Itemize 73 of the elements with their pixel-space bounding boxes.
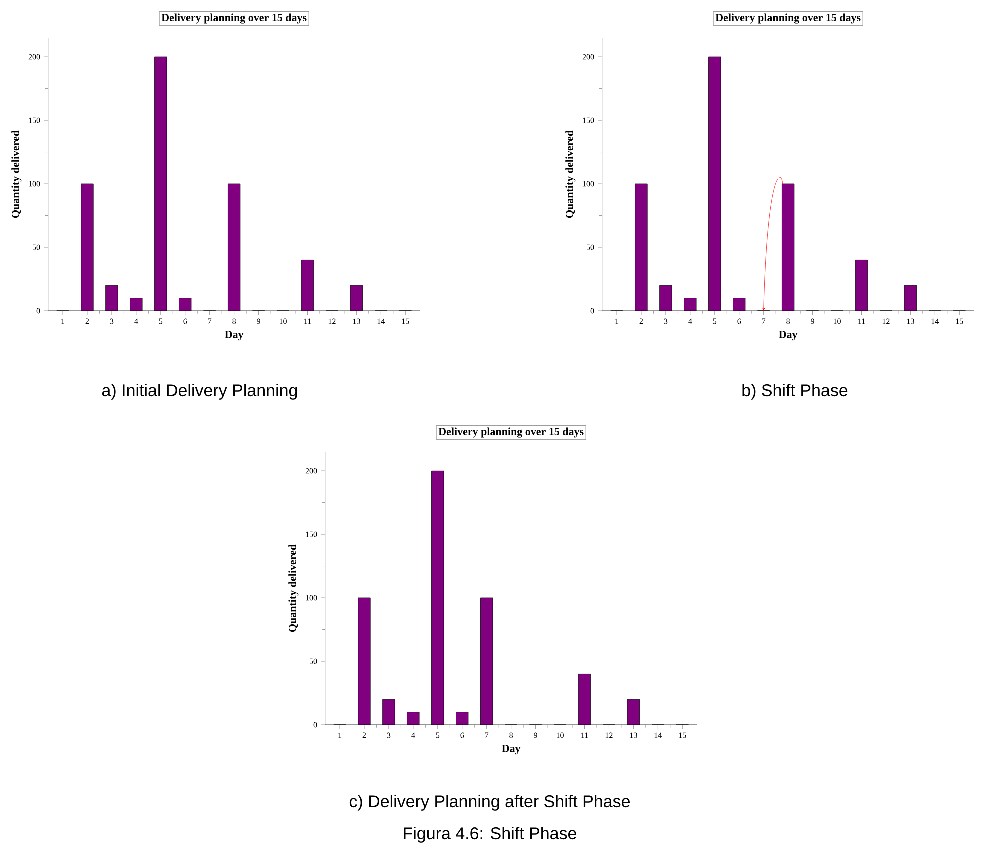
- text: Figura 4.6: Shift Phase: [404, 827, 576, 843]
- y-tick-label: 200: [582, 54, 594, 60]
- x-tick-label: 2: [362, 732, 366, 738]
- text: a) Initial Delivery Planning: [102, 384, 298, 400]
- x-tick-label: 1: [62, 318, 65, 324]
- x-tick-label: 3: [664, 318, 668, 324]
- x-tick-label: 9: [534, 732, 538, 738]
- x-tick-label: 13: [353, 318, 360, 324]
- text: c) Delivery Planning after Shift Phase: [350, 795, 630, 811]
- x-tick-label: 8: [510, 732, 514, 738]
- x-tick-label: 5: [159, 318, 163, 324]
- x-tick-label: 11: [304, 318, 312, 324]
- y-tick-label: 0: [314, 722, 318, 728]
- x-tick-label: 12: [606, 732, 613, 738]
- x-tick-label: 13: [630, 732, 638, 738]
- y-tick-label: 200: [28, 54, 40, 60]
- y-tick-label: 100: [306, 595, 318, 601]
- x-tick-label: 6: [738, 318, 742, 324]
- x-tick-label: 13: [907, 318, 914, 324]
- x-tick-label: 1: [616, 318, 619, 324]
- x-tick-label: 2: [640, 318, 644, 324]
- x-tick-label: 6: [184, 318, 188, 324]
- x-tick-label: 1: [338, 732, 342, 738]
- x-tick-label: 5: [436, 732, 440, 738]
- chart-title: Delivery planning over 15 days: [438, 428, 584, 438]
- x-tick-label: 4: [134, 318, 138, 324]
- chart-title: Delivery planning over 15 days: [162, 14, 307, 24]
- y-tick-label: 150: [583, 118, 594, 124]
- x-tick-label: 8: [232, 318, 236, 324]
- x-tick-label: 3: [387, 732, 391, 738]
- y-tick-label: 50: [32, 244, 40, 250]
- x-tick-label: 10: [556, 732, 564, 738]
- x-tick-label: 7: [208, 318, 212, 324]
- y-tick-label: 50: [310, 658, 318, 664]
- x-tick-label: 7: [762, 318, 766, 324]
- x-tick-label: 14: [654, 732, 662, 738]
- y-tick-label: 200: [306, 468, 318, 474]
- y-tick-label: 0: [590, 308, 594, 314]
- x-tick-label: 9: [257, 318, 260, 324]
- x-axis-title: Day: [225, 331, 244, 341]
- x-tick-label: 15: [402, 318, 410, 324]
- x-tick-label: 2: [86, 318, 90, 324]
- x-tick-label: 8: [786, 318, 790, 324]
- x-tick-label: 5: [713, 318, 717, 324]
- x-tick-label: 15: [679, 732, 686, 738]
- x-tick-label: 10: [280, 318, 287, 324]
- x-tick-label: 11: [858, 318, 866, 324]
- x-tick-label: 7: [485, 732, 489, 738]
- x-tick-label: 4: [412, 732, 416, 738]
- y-tick-label: 100: [583, 181, 594, 187]
- x-tick-label: 6: [460, 732, 464, 738]
- x-tick-label: 14: [378, 318, 386, 324]
- x-tick-label: 4: [688, 318, 692, 324]
- x-tick-label: 11: [582, 732, 588, 738]
- y-tick-label: 150: [29, 118, 40, 124]
- y-tick-label: 50: [586, 244, 594, 250]
- y-axis-title: Quantity delivered: [288, 544, 299, 632]
- x-tick-label: 9: [811, 318, 814, 324]
- x-tick-label: 12: [882, 318, 890, 324]
- chart-title: Delivery planning over 15 days: [716, 14, 861, 24]
- y-tick-label: 0: [36, 308, 40, 314]
- y-tick-label: 100: [29, 181, 40, 187]
- y-axis-title: Quantity delivered: [12, 130, 22, 218]
- x-tick-label: 3: [110, 318, 114, 324]
- y-axis-title: Quantity delivered: [566, 130, 576, 218]
- x-tick-label: 12: [328, 318, 336, 324]
- x-axis-title: Day: [502, 745, 521, 755]
- x-tick-label: 14: [932, 318, 940, 324]
- y-tick-label: 150: [306, 532, 318, 538]
- x-axis-title: Day: [779, 331, 798, 341]
- text: b) Shift Phase: [742, 384, 848, 400]
- x-tick-label: 15: [956, 318, 964, 324]
- x-tick-label: 10: [834, 318, 841, 324]
